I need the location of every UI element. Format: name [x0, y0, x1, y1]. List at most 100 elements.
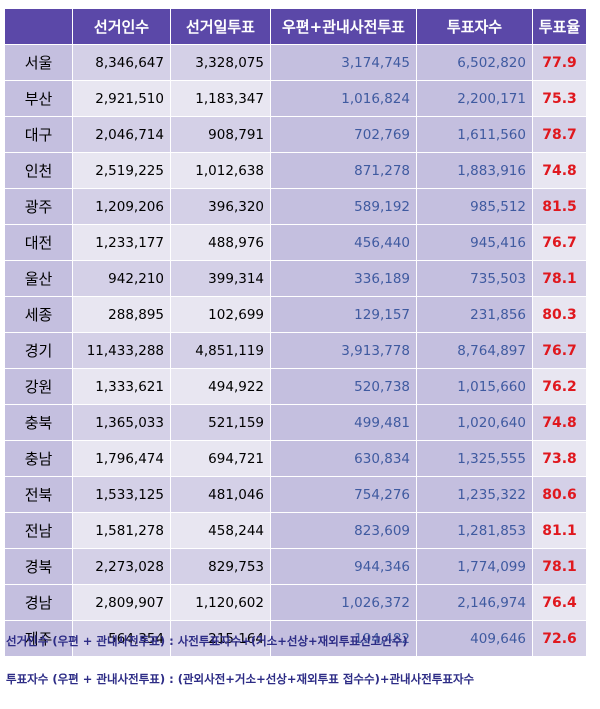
- cell-electors: 1,365,033: [72, 404, 171, 441]
- cell-election-day-votes: 481,046: [170, 476, 271, 513]
- cell-early-votes: 702,769: [270, 116, 417, 153]
- table-row: 충남 1,796,474 694,721 630,834 1,325,555 73.8: [4, 440, 587, 477]
- cell-turnout: 76.4: [532, 584, 587, 621]
- cell-election-day-votes: 102,699: [170, 296, 271, 333]
- cell-voters: 1,883,916: [416, 152, 533, 189]
- table-row: 제주 564,354 215,164 194,482 409,646 72.6: [4, 620, 587, 657]
- cell-voters: 985,512: [416, 188, 533, 225]
- header-early-votes: 우편+관내사전투표: [270, 8, 417, 45]
- cell-electors: 1,581,278: [72, 512, 171, 549]
- cell-election-day-votes: 4,851,119: [170, 332, 271, 369]
- table-row: 경남 2,809,907 1,120,602 1,026,372 2,146,974 76…: [4, 584, 587, 621]
- cell-turnout: 74.8: [532, 152, 587, 189]
- cell-electors: 8,346,647: [72, 44, 171, 81]
- cell-voters: 8,764,897: [416, 332, 533, 369]
- cell-turnout: 74.8: [532, 404, 587, 441]
- cell-early-votes: 944,346: [270, 548, 417, 585]
- cell-electors: 942,210: [72, 260, 171, 297]
- cell-region: 서울: [4, 44, 73, 81]
- cell-electors: 11,433,288: [72, 332, 171, 369]
- cell-election-day-votes: 1,120,602: [170, 584, 271, 621]
- header-region: [4, 8, 73, 45]
- cell-region: 인천: [4, 152, 73, 189]
- cell-early-votes: 630,834: [270, 440, 417, 477]
- cell-turnout: 72.6: [532, 620, 587, 657]
- cell-region: 충남: [4, 440, 73, 477]
- cell-region: 경기: [4, 332, 73, 369]
- cell-voters: 1,281,853: [416, 512, 533, 549]
- cell-early-votes: 3,913,778: [270, 332, 417, 369]
- cell-turnout: 73.8: [532, 440, 587, 477]
- cell-election-day-votes: 1,012,638: [170, 152, 271, 189]
- cell-electors: 2,921,510: [72, 80, 171, 117]
- cell-voters: 1,774,099: [416, 548, 533, 585]
- cell-early-votes: 336,189: [270, 260, 417, 297]
- cell-election-day-votes: 458,244: [170, 512, 271, 549]
- cell-region: 경남: [4, 584, 73, 621]
- cell-electors: 2,519,225: [72, 152, 171, 189]
- cell-turnout: 75.3: [532, 80, 587, 117]
- cell-voters: 1,015,660: [416, 368, 533, 405]
- cell-early-votes: 129,157: [270, 296, 417, 333]
- table-row: 광주 1,209,206 396,320 589,192 985,512 81.5: [4, 188, 587, 225]
- cell-election-day-votes: 908,791: [170, 116, 271, 153]
- cell-turnout: 76.7: [532, 332, 587, 369]
- cell-election-day-votes: 399,314: [170, 260, 271, 297]
- cell-electors: 2,046,714: [72, 116, 171, 153]
- cell-early-votes: 871,278: [270, 152, 417, 189]
- cell-turnout: 76.2: [532, 368, 587, 405]
- cell-election-day-votes: 3,328,075: [170, 44, 271, 81]
- cell-region: 강원: [4, 368, 73, 405]
- table-row: 충북 1,365,033 521,159 499,481 1,020,640 74.8: [4, 404, 587, 441]
- cell-early-votes: 1,026,372: [270, 584, 417, 621]
- cell-turnout: 81.1: [532, 512, 587, 549]
- cell-region: 제주: [4, 620, 73, 657]
- cell-election-day-votes: 215,164: [170, 620, 271, 657]
- table-row: 경북 2,273,028 829,753 944,346 1,774,099 78.1: [4, 548, 587, 585]
- cell-early-votes: 520,738: [270, 368, 417, 405]
- cell-region: 대전: [4, 224, 73, 261]
- cell-electors: 1,233,177: [72, 224, 171, 261]
- table-row: 세종 288,895 102,699 129,157 231,856 80.3: [4, 296, 587, 333]
- table-row: 대구 2,046,714 908,791 702,769 1,611,560 78.7: [4, 116, 587, 153]
- cell-early-votes: 1,016,824: [270, 80, 417, 117]
- header-voters: 투표자수: [416, 8, 533, 45]
- header-turnout: 투표율: [532, 8, 587, 45]
- cell-electors: 2,809,907: [72, 584, 171, 621]
- cell-early-votes: 499,481: [270, 404, 417, 441]
- cell-voters: 2,146,974: [416, 584, 533, 621]
- table-row: 경기 11,433,288 4,851,119 3,913,778 8,764,897 7…: [4, 332, 587, 369]
- cell-turnout: 80.6: [532, 476, 587, 513]
- cell-region: 대구: [4, 116, 73, 153]
- cell-region: 전북: [4, 476, 73, 513]
- cell-turnout: 78.1: [532, 260, 587, 297]
- cell-election-day-votes: 694,721: [170, 440, 271, 477]
- cell-turnout: 78.1: [532, 548, 587, 585]
- cell-region: 광주: [4, 188, 73, 225]
- cell-turnout: 81.5: [532, 188, 587, 225]
- cell-electors: 288,895: [72, 296, 171, 333]
- header-row: 선거인수 선거일투표 우편+관내사전투표 투표자수 투표율: [4, 8, 587, 45]
- cell-electors: 1,333,621: [72, 368, 171, 405]
- cell-election-day-votes: 396,320: [170, 188, 271, 225]
- cell-electors: 1,209,206: [72, 188, 171, 225]
- cell-early-votes: 456,440: [270, 224, 417, 261]
- cell-voters: 735,503: [416, 260, 533, 297]
- cell-election-day-votes: 829,753: [170, 548, 271, 585]
- cell-electors: 2,273,028: [72, 548, 171, 585]
- header-election-day-votes: 선거일투표: [170, 8, 271, 45]
- cell-voters: 409,646: [416, 620, 533, 657]
- cell-election-day-votes: 521,159: [170, 404, 271, 441]
- cell-early-votes: 589,192: [270, 188, 417, 225]
- cell-region: 울산: [4, 260, 73, 297]
- cell-voters: 1,235,322: [416, 476, 533, 513]
- cell-region: 세종: [4, 296, 73, 333]
- table-row: 서울 8,346,647 3,328,075 3,174,745 6,502,820 77…: [4, 44, 587, 81]
- note-electors: 선거인수 (우편 + 관내사전투표) : 사전투표자수+(거소+선상+재외투표신…: [6, 634, 408, 648]
- cell-voters: 231,856: [416, 296, 533, 333]
- table-row: 전남 1,581,278 458,244 823,609 1,281,853 81.1: [4, 512, 587, 549]
- table-row: 울산 942,210 399,314 336,189 735,503 78.1: [4, 260, 587, 297]
- cell-electors: 1,533,125: [72, 476, 171, 513]
- cell-early-votes: 823,609: [270, 512, 417, 549]
- cell-turnout: 80.3: [532, 296, 587, 333]
